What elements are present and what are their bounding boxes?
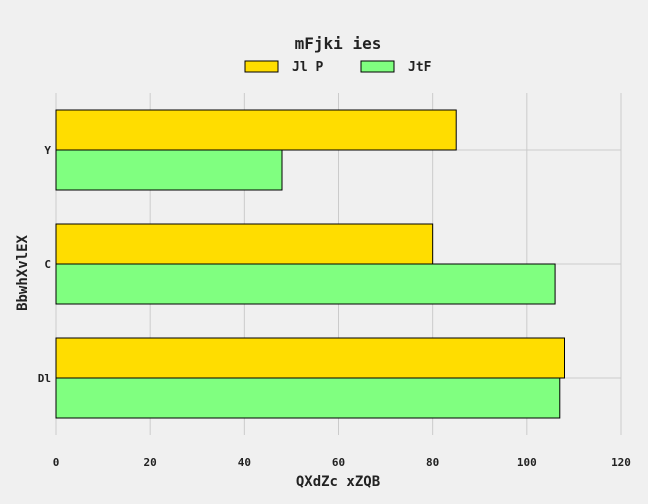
bar-series-1-C xyxy=(55,223,434,265)
x-tick-label: 60 xyxy=(332,456,345,469)
bar-series-1-Y xyxy=(55,109,457,151)
y-tick-label: C xyxy=(44,258,51,271)
bar-series-2-C xyxy=(55,263,556,305)
y-tick-label: Y xyxy=(44,144,51,157)
x-tick-label: 120 xyxy=(611,456,631,469)
x-tick-labels: 0 20 40 60 80 100 120 xyxy=(53,456,631,469)
chart-title: mFjki ies xyxy=(295,34,382,53)
x-tick-label: 0 xyxy=(53,456,60,469)
bar-series-2-Y xyxy=(55,149,283,191)
bar-series-2-Dl xyxy=(55,377,561,419)
x-tick-label: 20 xyxy=(144,456,157,469)
legend-label-series-2: JtF xyxy=(408,60,432,75)
bars xyxy=(55,109,565,419)
y-axis-label: BbwhXvlEX xyxy=(15,235,31,311)
x-tick-label: 80 xyxy=(426,456,439,469)
bar-series-1-Dl xyxy=(55,337,565,379)
legend-swatch-series-1 xyxy=(244,60,279,73)
legend: Jl P JtF xyxy=(244,60,432,75)
x-axis-label: QXdZc xZQB xyxy=(296,474,380,490)
legend-label-series-1: Jl P xyxy=(292,60,323,75)
y-tick-label: Dl xyxy=(38,372,51,385)
legend-swatch-series-2 xyxy=(360,60,395,73)
x-tick-label: 40 xyxy=(238,456,251,469)
x-tick-label: 100 xyxy=(517,456,537,469)
y-tick-labels: Y C Dl xyxy=(38,144,52,385)
